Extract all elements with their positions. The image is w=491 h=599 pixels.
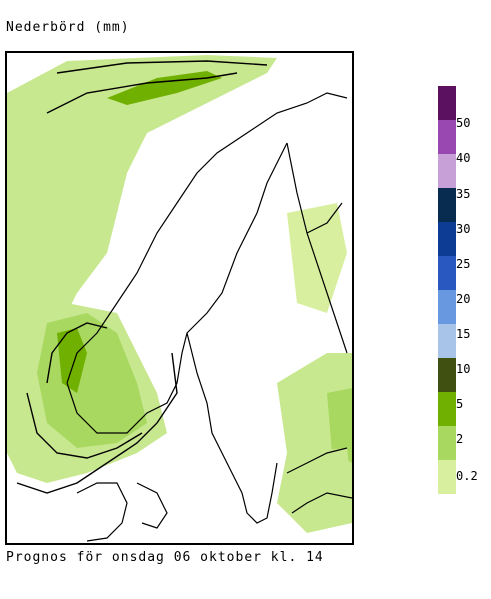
legend-label-20: 20 <box>456 292 471 306</box>
legend-swatch <box>438 358 456 392</box>
legend-label-30: 30 <box>456 222 471 236</box>
legend-swatch <box>438 392 456 426</box>
legend-label-2: 2 <box>456 432 464 446</box>
legend-label-50: 50 <box>456 116 471 130</box>
legend-swatch <box>438 120 456 154</box>
legend-swatch <box>438 256 456 290</box>
legend-swatch <box>438 154 456 188</box>
legend-label-0-2: 0.2 <box>456 469 478 483</box>
forecast-caption: Prognos för onsdag 06 oktober kl. 14 <box>6 550 324 565</box>
legend-label-10: 10 <box>456 362 471 376</box>
legend-swatch <box>438 324 456 358</box>
coastline-scandinavia <box>66 92 348 524</box>
precip-area-light-east <box>287 203 347 313</box>
legend-label-5: 5 <box>456 397 464 411</box>
precip-area-heavy-west <box>57 328 87 393</box>
precip-area-baltic-inner <box>327 388 352 463</box>
coastline-denmark <box>76 482 168 542</box>
legend-swatch <box>438 86 456 120</box>
precipitation-map <box>5 51 354 545</box>
legend-label-25: 25 <box>456 257 471 271</box>
legend-swatch <box>438 290 456 324</box>
legend-swatch <box>438 188 456 222</box>
legend-label-35: 35 <box>456 187 471 201</box>
coastline-finland <box>286 142 348 354</box>
isoline-inner <box>26 322 143 459</box>
precip-area-north-atlantic <box>7 55 277 433</box>
legend-label-40: 40 <box>456 151 471 165</box>
legend-swatch <box>438 222 456 256</box>
map-canvas <box>7 55 352 542</box>
isoline-outer <box>16 60 268 494</box>
legend-label-15: 15 <box>456 327 471 341</box>
legend-labels: 50 40 35 30 25 20 15 10 5 2 0.2 <box>456 86 486 486</box>
map-title: Nederbörd (mm) <box>6 20 130 35</box>
legend-swatch <box>438 426 456 460</box>
legend-swatch <box>438 460 456 494</box>
precipitation-legend <box>438 86 456 494</box>
coastline-baltic-states <box>286 447 352 514</box>
